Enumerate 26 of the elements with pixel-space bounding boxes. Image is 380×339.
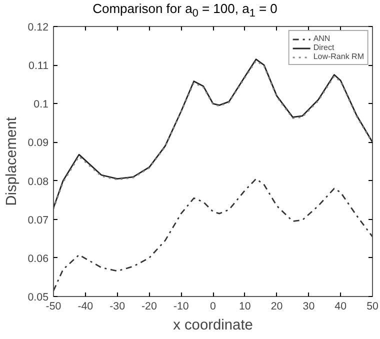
- y-tick-label: 0.07: [28, 214, 49, 226]
- legend-label: ANN: [313, 34, 332, 43]
- x-axis-title: x coordinate: [173, 318, 253, 334]
- x-tick-label: 50: [366, 300, 378, 312]
- x-tick-label: -20: [142, 300, 157, 312]
- x-tick-label: 40: [334, 300, 347, 312]
- line-series: [54, 178, 372, 292]
- y-tick-label: 0.08: [28, 176, 49, 188]
- y-tick-label: 0.1: [34, 98, 49, 111]
- x-tick-label: 0: [210, 300, 216, 312]
- y-tick-label: 0.06: [28, 252, 49, 265]
- x-tick-label: -50: [46, 300, 62, 312]
- x-tick-label: 20: [270, 300, 283, 312]
- legend-label: Low-Rank RM: [313, 52, 364, 61]
- y-tick-label: 0.09: [28, 137, 49, 150]
- chart-title: Comparison for a$_{0}$ = 100, a$_{1}$ = 0: [92, 0, 278, 22]
- y-tick-label: 0.11: [28, 60, 49, 72]
- x-tick-label: 10: [238, 300, 251, 312]
- y-tick-label: 0.12: [28, 22, 49, 34]
- x-tick-label: -30: [110, 300, 126, 312]
- x-tick-label: -10: [173, 300, 189, 312]
- legend-label: Direct: [313, 43, 334, 52]
- y-tick-label: 0.05: [28, 292, 49, 304]
- x-tick-label: 30: [302, 300, 315, 312]
- x-tick-label: -40: [78, 300, 94, 312]
- y-axis-title: Displacement: [4, 117, 20, 206]
